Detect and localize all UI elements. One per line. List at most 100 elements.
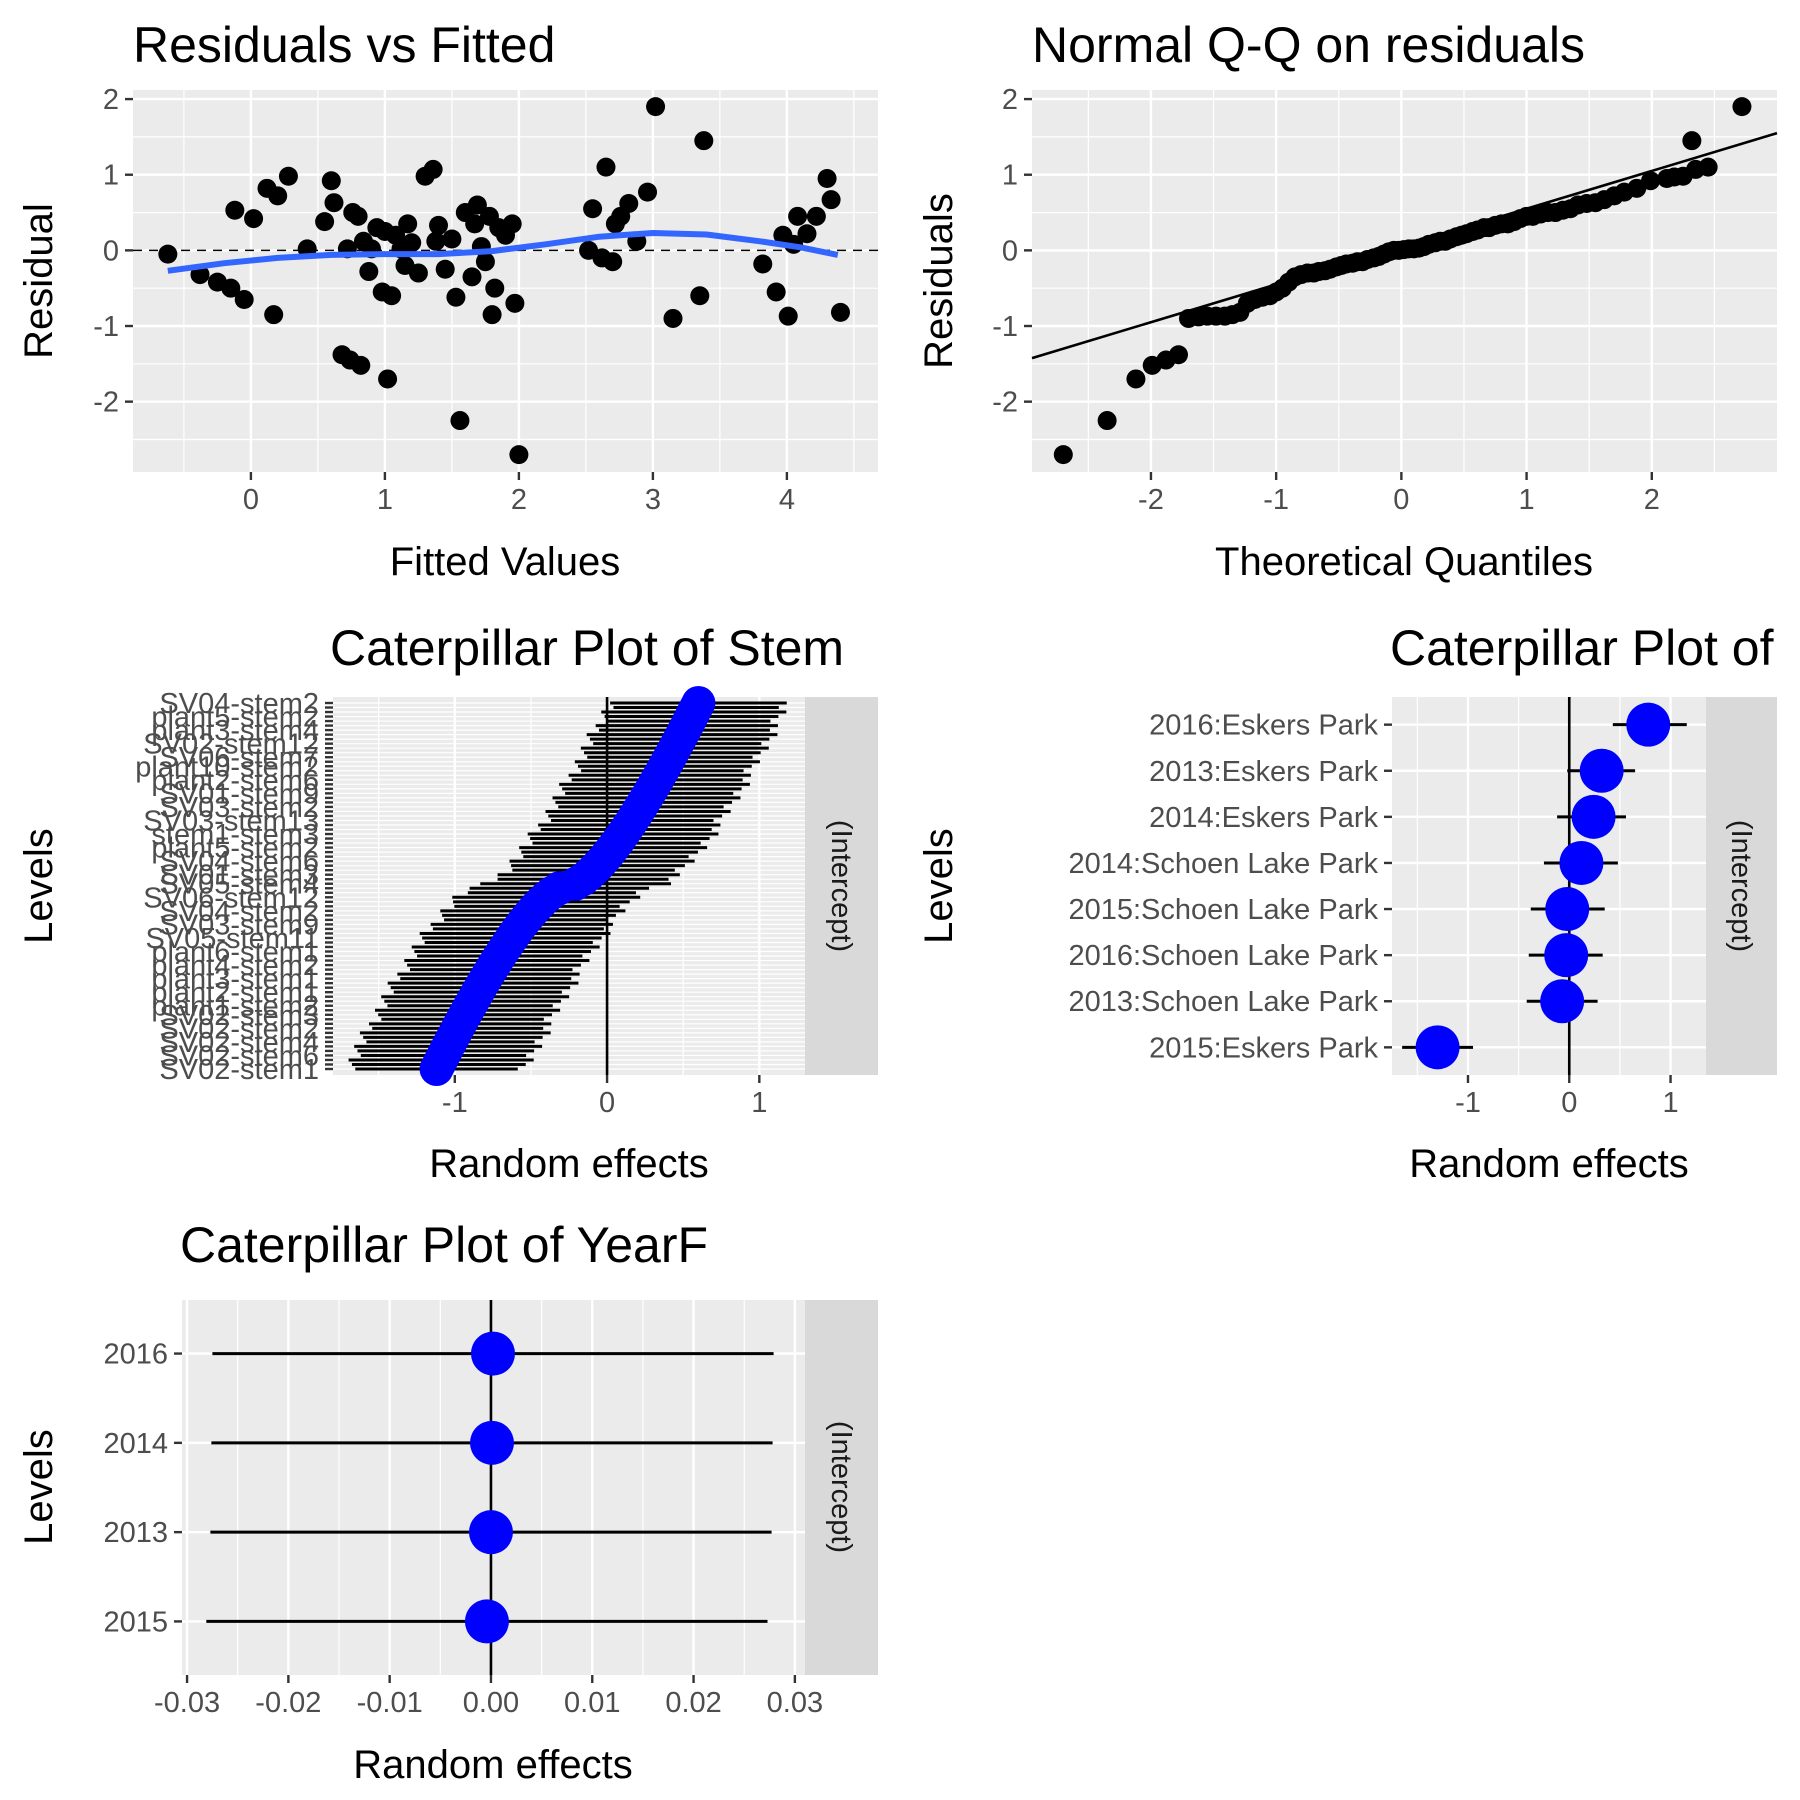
residual-point xyxy=(351,355,371,375)
level-label: SV01-stem3 xyxy=(159,860,319,892)
residual-point xyxy=(663,308,683,328)
level-label: plant5-stem2 xyxy=(151,833,319,865)
qq-point xyxy=(1641,171,1661,191)
x-tick-label: -1 xyxy=(442,1087,468,1119)
level-label: plant2-stem1 xyxy=(151,977,319,1009)
level-label: SV04-stem2 xyxy=(159,688,319,720)
x-tick-label: 1 xyxy=(1519,484,1535,516)
level-label: plant2-stem6 xyxy=(151,765,319,797)
residual-point xyxy=(467,195,487,215)
estimate-point xyxy=(468,1510,513,1555)
y-tick-label: -2 xyxy=(93,387,119,419)
residual-point xyxy=(408,263,428,283)
cat-site-strip-label: (Intercept) xyxy=(1725,820,1757,952)
level-label: SV02-stem6 xyxy=(159,1040,319,1072)
estimate-point xyxy=(1540,979,1585,1024)
level-label: stem1-stem3 xyxy=(151,819,319,851)
x-tick-label: 0.03 xyxy=(767,1687,823,1719)
cat-site-y-title: Levels xyxy=(917,828,961,944)
level-label: SV03-stem13 xyxy=(143,805,319,837)
qq-title: Normal Q-Q on residuals xyxy=(1032,17,1585,73)
level-label: SV02-stem4 xyxy=(159,1027,319,1059)
loess-smooth-line xyxy=(167,230,839,274)
level-label: 2014:Schoen Lake Park xyxy=(1068,848,1378,880)
level-label: SV04-stem2 xyxy=(159,896,319,928)
level-label: 2016:Eskers Park xyxy=(1149,710,1378,742)
y-tick-label: 0 xyxy=(1002,235,1018,267)
residual-point xyxy=(465,214,485,234)
cat-site-x-title: Random effects xyxy=(1409,1142,1688,1186)
cat-site-strip xyxy=(1706,697,1777,1075)
residual-point xyxy=(694,131,714,151)
residual-point xyxy=(475,252,495,272)
cat-stem-strip-label: (Intercept) xyxy=(825,820,857,952)
residual-point xyxy=(435,259,455,279)
x-tick-label: 0.02 xyxy=(665,1687,721,1719)
estimate-point xyxy=(1579,748,1624,793)
residual-point xyxy=(423,159,443,179)
residuals-title: Residuals vs Fitted xyxy=(133,17,555,73)
residuals-grid xyxy=(133,90,878,472)
x-tick-label: 0 xyxy=(599,1087,615,1119)
level-label: plant4-stem2 xyxy=(151,950,319,982)
qq-point xyxy=(1097,411,1117,431)
y-tick-label: 1 xyxy=(1002,160,1018,192)
estimate-point xyxy=(1571,794,1616,839)
level-label: 2016 xyxy=(103,1339,168,1371)
level-label: SV02-stem12 xyxy=(143,729,319,761)
residual-point xyxy=(619,193,639,213)
cat-year-strip xyxy=(805,1300,878,1675)
residual-point xyxy=(482,305,502,325)
estimate-point xyxy=(1559,840,1604,885)
y-tick-label: -1 xyxy=(992,311,1018,343)
residual-point xyxy=(806,206,826,226)
residual-point xyxy=(278,166,298,186)
cat-stem-title: Caterpillar Plot of Stem xyxy=(330,620,844,676)
qq-point xyxy=(1168,345,1188,365)
residual-point xyxy=(225,200,245,220)
estimate-point xyxy=(464,1599,509,1644)
x-tick-label: -0.01 xyxy=(357,1687,423,1719)
cat-stem-strip xyxy=(805,697,878,1075)
residual-point xyxy=(485,278,505,298)
residual-point xyxy=(753,254,773,274)
qq-point xyxy=(1698,157,1718,177)
estimate-point xyxy=(1545,887,1590,932)
cat-stem-tick-labels: -1 0 1SV02-stem1SV02-stem6SV02-stem4SV02-s… xyxy=(135,688,767,1119)
x-tick-label: 0 xyxy=(243,484,259,516)
y-tick-label: 1 xyxy=(103,160,119,192)
residual-point xyxy=(359,262,379,282)
residual-point xyxy=(221,278,241,298)
residual-point xyxy=(502,214,522,234)
x-tick-label: 4 xyxy=(779,484,795,516)
cat-stem-y-title: Levels xyxy=(17,828,61,944)
residual-point xyxy=(442,229,462,249)
cat-year-x-title: Random effects xyxy=(353,1743,632,1787)
estimate-point xyxy=(1415,1025,1460,1070)
level-label: plant1-stem2 xyxy=(151,991,319,1023)
residuals-panel xyxy=(133,90,878,472)
cat-stem-x-title: Random effects xyxy=(429,1142,708,1186)
cat-year-y-title: Levels xyxy=(17,1429,61,1545)
estimate-point xyxy=(469,1420,514,1465)
caterpillar-year-plot: Caterpillar Plot of YearF (Intercept) -0… xyxy=(17,1217,878,1787)
cat-year-title: Caterpillar Plot of YearF xyxy=(180,1217,708,1273)
cat-year-strip-label: (Intercept) xyxy=(825,1421,857,1553)
level-label: plant10-stem2 xyxy=(135,751,319,783)
level-label: 2015:Schoen Lake Park xyxy=(1068,894,1378,926)
level-label: plant6-stem1 xyxy=(151,937,319,969)
qq-marks xyxy=(1031,97,1778,465)
residual-point xyxy=(638,182,658,202)
x-tick-label: -0.03 xyxy=(154,1687,220,1719)
level-label: SV02-stem2 xyxy=(159,1013,319,1045)
residual-point xyxy=(268,186,288,206)
caterpillar-site-plot: Caterpillar Plot of (Intercept) -1 0 1 2016… xyxy=(917,620,1777,1186)
residual-point xyxy=(830,302,850,322)
level-label: 2015 xyxy=(103,1606,168,1638)
residuals-x-title: Fitted Values xyxy=(390,540,621,584)
residual-point xyxy=(324,193,344,213)
residual-point xyxy=(505,293,525,313)
estimate-point xyxy=(1626,702,1671,747)
caterpillar-stem-plot: Caterpillar Plot of Stem (Intercept) -1 0… xyxy=(17,620,878,1186)
